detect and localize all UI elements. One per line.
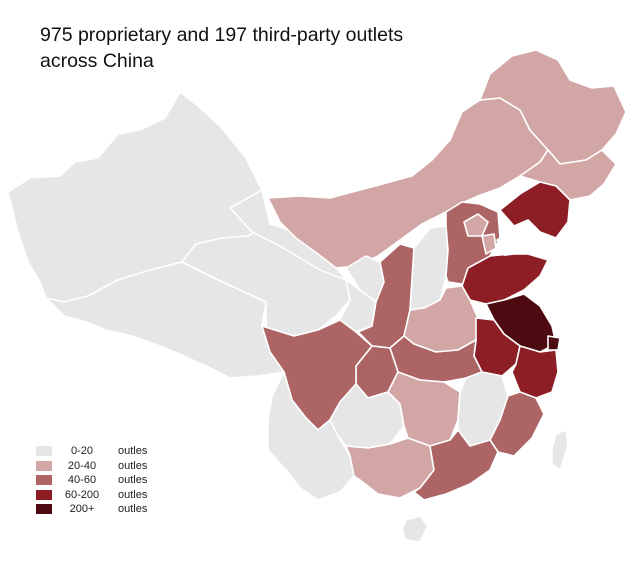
- map-title-line-2: across China: [40, 50, 154, 72]
- legend-row-20-40: 20-40 outles: [36, 459, 147, 474]
- legend-unit: outles: [118, 488, 148, 501]
- legend-range: 20-40: [67, 459, 97, 472]
- legend-unit: outles: [118, 503, 148, 516]
- legend-row-200-plus: 200+ outles: [36, 502, 147, 517]
- region-yunnan[interactable]: [267, 371, 355, 501]
- legend-range: 60-200: [64, 488, 100, 501]
- legend-swatch: [36, 446, 52, 457]
- legend-swatch: [36, 489, 52, 500]
- legend-row-60-200: 60-200 outles: [36, 488, 147, 503]
- region-zhejiang[interactable]: [511, 345, 559, 399]
- legend: 0-20 outles 20-40 outles 40-60 outles 60…: [36, 444, 147, 517]
- legend-range: 40-60: [67, 474, 97, 487]
- region-tianjin[interactable]: [481, 233, 497, 255]
- region-guangdong[interactable]: [413, 429, 499, 501]
- region-heilongjiang[interactable]: [479, 49, 627, 165]
- map-title: 975 proprietary and 197 third-party outl…: [40, 22, 403, 74]
- legend-range: 200+: [69, 503, 95, 516]
- legend-swatch: [36, 504, 52, 515]
- region-hainan[interactable]: [401, 515, 429, 543]
- legend-row-0-20: 0-20 outles: [36, 444, 147, 459]
- region-beijing[interactable]: [463, 213, 489, 237]
- region-liaoning[interactable]: [499, 181, 571, 239]
- map-title-line-1: 975 proprietary and 197 third-party outl…: [40, 24, 404, 46]
- legend-range: 0-20: [70, 445, 94, 458]
- legend-swatch: [36, 460, 52, 471]
- bohai-sea: [496, 226, 534, 256]
- legend-unit: outles: [118, 459, 148, 472]
- region-fujian[interactable]: [489, 391, 545, 457]
- legend-unit: outles: [118, 474, 148, 487]
- region-hunan[interactable]: [387, 371, 461, 447]
- region-shanghai[interactable]: [547, 335, 561, 351]
- legend-row-40-60: 40-60 outles: [36, 473, 147, 488]
- region-shanxi[interactable]: [409, 225, 449, 311]
- region-taiwan[interactable]: [551, 429, 569, 471]
- legend-swatch: [36, 475, 52, 486]
- legend-unit: outles: [118, 445, 148, 458]
